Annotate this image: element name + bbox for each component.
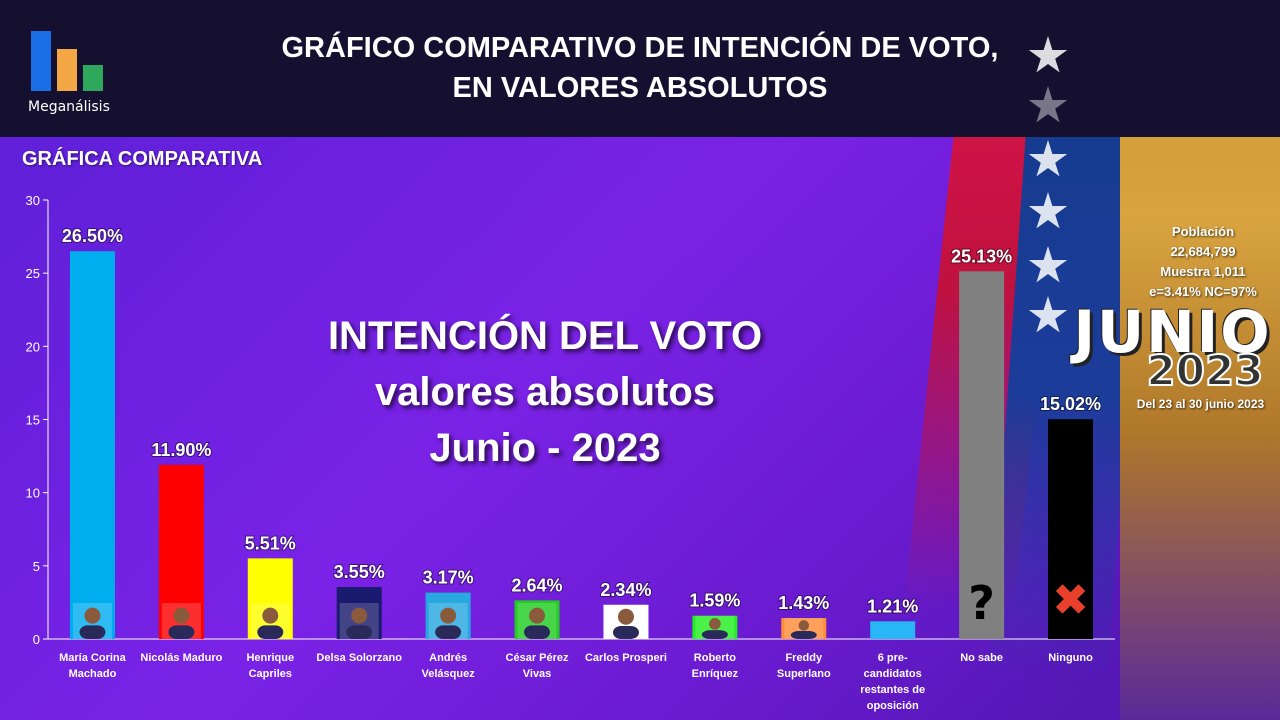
category-label: Nicolás Maduro bbox=[140, 652, 222, 664]
category-label-line: Superlano bbox=[777, 668, 831, 680]
portrait-head-icon bbox=[529, 607, 546, 624]
category-label-line: candidatos bbox=[864, 668, 922, 680]
portrait-head-icon bbox=[173, 607, 190, 624]
portrait-head-icon bbox=[798, 620, 810, 631]
category-label-line: Andrés bbox=[429, 652, 467, 664]
page-title: GRÁFICO COMPARATIVO DE INTENCIÓN DE VOTO… bbox=[180, 28, 1100, 108]
category-label: Andrés Velásquez bbox=[422, 652, 476, 680]
data-label: 5.51% bbox=[245, 533, 296, 553]
category-label-line: Carlos Prosperi bbox=[585, 652, 667, 664]
overlay-line-3: Junio - 2023 bbox=[429, 426, 661, 470]
category-label-line: 6 pre- bbox=[878, 652, 908, 664]
y-tick-label: 30 bbox=[26, 193, 40, 208]
logo-bar-icon bbox=[31, 31, 51, 91]
question-mark-icon: ? bbox=[968, 576, 995, 630]
data-label: 1.59% bbox=[689, 591, 740, 611]
category-label-line: Roberto bbox=[694, 652, 736, 664]
y-tick-label: 10 bbox=[26, 486, 40, 501]
data-label: 15.02% bbox=[1040, 394, 1101, 414]
error-text: e=3.41% NC=97% bbox=[1149, 284, 1257, 299]
bar bbox=[69, 251, 115, 639]
portrait-body-icon bbox=[79, 625, 106, 639]
category-label: Delsa Solorzano bbox=[316, 652, 402, 664]
category-label: Ninguno bbox=[1048, 652, 1093, 664]
data-label: 3.17% bbox=[423, 568, 474, 588]
survey-dates: Del 23 al 30 junio 2023 bbox=[1136, 397, 1265, 411]
category-label-line: Ninguno bbox=[1048, 652, 1093, 664]
bar bbox=[870, 621, 916, 639]
title-line-1: GRÁFICO COMPARATIVO DE INTENCIÓN DE VOTO… bbox=[281, 32, 999, 64]
data-label: 1.21% bbox=[867, 596, 918, 616]
portrait-body-icon bbox=[701, 630, 728, 639]
data-label: 1.43% bbox=[778, 593, 829, 613]
y-tick-label: 5 bbox=[33, 559, 40, 574]
category-label-line: oposición bbox=[867, 700, 919, 712]
header-band: Meganálisis GRÁFICO COMPARATIVO DE INTEN… bbox=[0, 0, 1280, 137]
category-label-line: María Corina bbox=[59, 652, 127, 664]
title-line-2: EN VALORES ABSOLUTOS bbox=[452, 72, 828, 104]
category-label: 6 pre-candidatos restantes de oposición bbox=[860, 652, 925, 712]
portrait-body-icon bbox=[346, 625, 373, 639]
category-label-line: restantes de bbox=[860, 684, 925, 696]
y-tick-label: 15 bbox=[26, 413, 40, 428]
portrait-body-icon bbox=[168, 625, 195, 639]
portrait-body-icon bbox=[257, 625, 284, 639]
category-label: Freddy Superlano bbox=[777, 652, 831, 680]
category-label: No sabe bbox=[960, 652, 1003, 664]
poblacion-label: Población bbox=[1171, 224, 1235, 239]
y-tick-label: 25 bbox=[26, 266, 40, 281]
meganalisis-logo: Meganálisis bbox=[28, 30, 118, 115]
bar bbox=[959, 271, 1005, 639]
portrait-head-icon bbox=[440, 607, 457, 624]
portrait-body-icon bbox=[524, 625, 551, 639]
category-label: Roberto Enríquez bbox=[692, 652, 739, 680]
data-label: 3.55% bbox=[334, 562, 385, 582]
portrait-body-icon bbox=[612, 625, 639, 639]
survey-info: Población 22,684,799 Muestra 1,011 e=3.4… bbox=[1128, 222, 1278, 302]
category-label-line: Henrique bbox=[246, 652, 294, 664]
category-label: César Pérez Vivas bbox=[506, 652, 569, 680]
category-label-line: Machado bbox=[69, 668, 117, 680]
category-label-line: No sabe bbox=[960, 652, 1003, 664]
category-label: María Corina Machado bbox=[59, 652, 127, 680]
month-badge: JUNIO bbox=[1073, 298, 1272, 366]
overlay-line-1: INTENCIÓN DEL VOTO bbox=[327, 314, 763, 358]
category-label-line: Delsa Solorzano bbox=[316, 652, 402, 664]
data-label: 11.90% bbox=[151, 440, 211, 460]
y-tick-label: 20 bbox=[26, 339, 40, 354]
category-label: Carlos Prosperi bbox=[585, 652, 667, 664]
portrait-head-icon bbox=[617, 608, 634, 625]
category-label-line: Nicolás Maduro bbox=[140, 652, 222, 664]
category-label-line: César Pérez bbox=[506, 652, 569, 664]
category-label-line: Velásquez bbox=[422, 668, 476, 680]
muestra-text: Muestra 1,011 bbox=[1160, 264, 1246, 279]
category-label-line: Capriles bbox=[249, 668, 292, 680]
portrait-head-icon bbox=[84, 607, 101, 624]
logo-bar-icon bbox=[57, 49, 77, 91]
data-label: 26.50% bbox=[62, 226, 123, 246]
y-tick-label: 0 bbox=[33, 632, 40, 647]
cross-icon: ✖ bbox=[1052, 575, 1089, 626]
year-badge: 2023 bbox=[1146, 345, 1265, 396]
poblacion-value: 22,684,799 bbox=[1170, 244, 1236, 259]
data-label: 25.13% bbox=[951, 246, 1012, 266]
category-label: Henrique Capriles bbox=[246, 652, 294, 680]
chart-overlay-title: INTENCIÓN DEL VOTO valores absolutos Jun… bbox=[300, 308, 790, 476]
section-label: GRÁFICA COMPARATIVA bbox=[22, 148, 263, 170]
portrait-body-icon bbox=[435, 625, 462, 639]
portrait-head-icon bbox=[351, 607, 368, 624]
data-label: 2.34% bbox=[600, 580, 651, 600]
logo-bar-icon bbox=[83, 65, 103, 91]
portrait-head-icon bbox=[709, 618, 721, 630]
data-label: 2.64% bbox=[512, 575, 563, 595]
overlay-line-2: valores absolutos bbox=[374, 370, 716, 414]
category-label-line: Enríquez bbox=[692, 668, 739, 680]
portrait-head-icon bbox=[262, 607, 279, 624]
category-label-line: Vivas bbox=[523, 668, 552, 680]
bar bbox=[1048, 419, 1094, 639]
category-label-line: Freddy bbox=[785, 652, 823, 664]
portrait-body-icon bbox=[790, 631, 817, 639]
logo-text: Meganálisis bbox=[28, 99, 110, 115]
